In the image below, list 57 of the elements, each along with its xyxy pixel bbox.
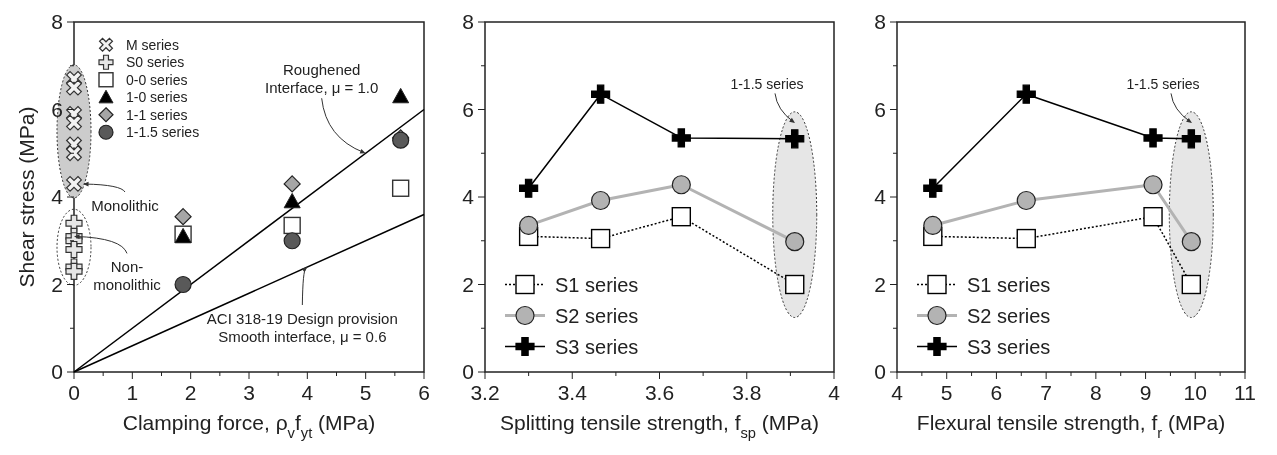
x-axis-title: Splitting tensile strength, f$_{sp}$ (MPa) [500, 411, 819, 441]
annotation: Non- monolithic [93, 258, 162, 294]
x-tick-label: 5 [359, 381, 372, 404]
y-tick-label: 2 [462, 272, 474, 296]
annotation: 1-1.5 series [730, 75, 804, 92]
x-tick-label: 3.2 [470, 381, 500, 404]
y-tick-label: 2 [874, 272, 886, 296]
annotation: ACI 318-19 Design provision Smooth interface, μ = 0.6 [206, 310, 398, 345]
y-tick-label: 0 [51, 360, 63, 383]
y-tick-label: 4 [874, 185, 887, 208]
x-axis-title: Clamping force, ρ$_{v}$f$_{yt}$ (MPa) [122, 411, 376, 441]
legend-label: 1-1 series [126, 106, 188, 123]
x-tick-label: 3 [243, 381, 255, 404]
annotation: 1-1.5 series [1126, 75, 1200, 92]
x-tick-label: 0 [68, 381, 80, 404]
y-tick-label: 6 [462, 97, 474, 121]
y-tick-label: 2 [51, 272, 63, 296]
y-tick-label: 8 [462, 10, 474, 33]
x-tick-label: 10 [1183, 381, 1207, 404]
x-tick-label: 11 [1234, 381, 1256, 404]
legend-label: M series [126, 36, 179, 53]
y-tick-label: 4 [462, 185, 475, 208]
legend-label: S2 series [555, 304, 639, 327]
y-tick-label: 0 [874, 360, 886, 383]
x-tick-label: 6 [990, 381, 1003, 404]
x-tick-label: 1 [126, 381, 139, 404]
x-tick-label: 8 [1090, 381, 1102, 404]
annotation: Roughened Interface, μ = 1.0 [265, 61, 379, 97]
y-tick-label: 4 [51, 185, 64, 208]
annotation: Monolithic [91, 197, 160, 214]
x-tick-label: 2 [184, 381, 197, 404]
x-tick-label: 3.8 [732, 381, 762, 404]
y-tick-label: 6 [51, 97, 63, 121]
legend-label: S3 series [967, 335, 1051, 358]
x-tick-label: 4 [828, 381, 841, 404]
y-axis-title: Shear stress (MPa) [15, 106, 38, 288]
y-tick-label: 8 [874, 10, 886, 33]
legend-label: S0 series [126, 54, 185, 71]
legend-label: S1 series [555, 273, 639, 296]
legend-label: S3 series [555, 335, 639, 358]
legend-label: 0-0 series [126, 71, 188, 88]
x-tick-label: 3.6 [644, 381, 675, 404]
x-tick-label: 4 [891, 381, 904, 404]
x-tick-label: 6 [418, 381, 430, 404]
x-tick-label: 3.4 [557, 381, 588, 404]
y-tick-label: 6 [874, 97, 886, 121]
x-axis-title: Flexural tensile strength, f$_{r}$ (MPa) [916, 411, 1226, 441]
legend-label: 1-0 series [126, 89, 188, 106]
legend-label: S2 series [967, 304, 1051, 327]
y-tick-label: 0 [462, 360, 474, 383]
legend-label: 1-1.5 series [126, 124, 200, 141]
y-tick-label: 8 [51, 10, 63, 33]
x-tick-label: 4 [301, 381, 314, 404]
x-tick-label: 5 [940, 381, 953, 404]
x-tick-label: 9 [1139, 381, 1152, 404]
legend-label: S1 series [967, 273, 1051, 296]
x-tick-label: 7 [1040, 381, 1052, 404]
